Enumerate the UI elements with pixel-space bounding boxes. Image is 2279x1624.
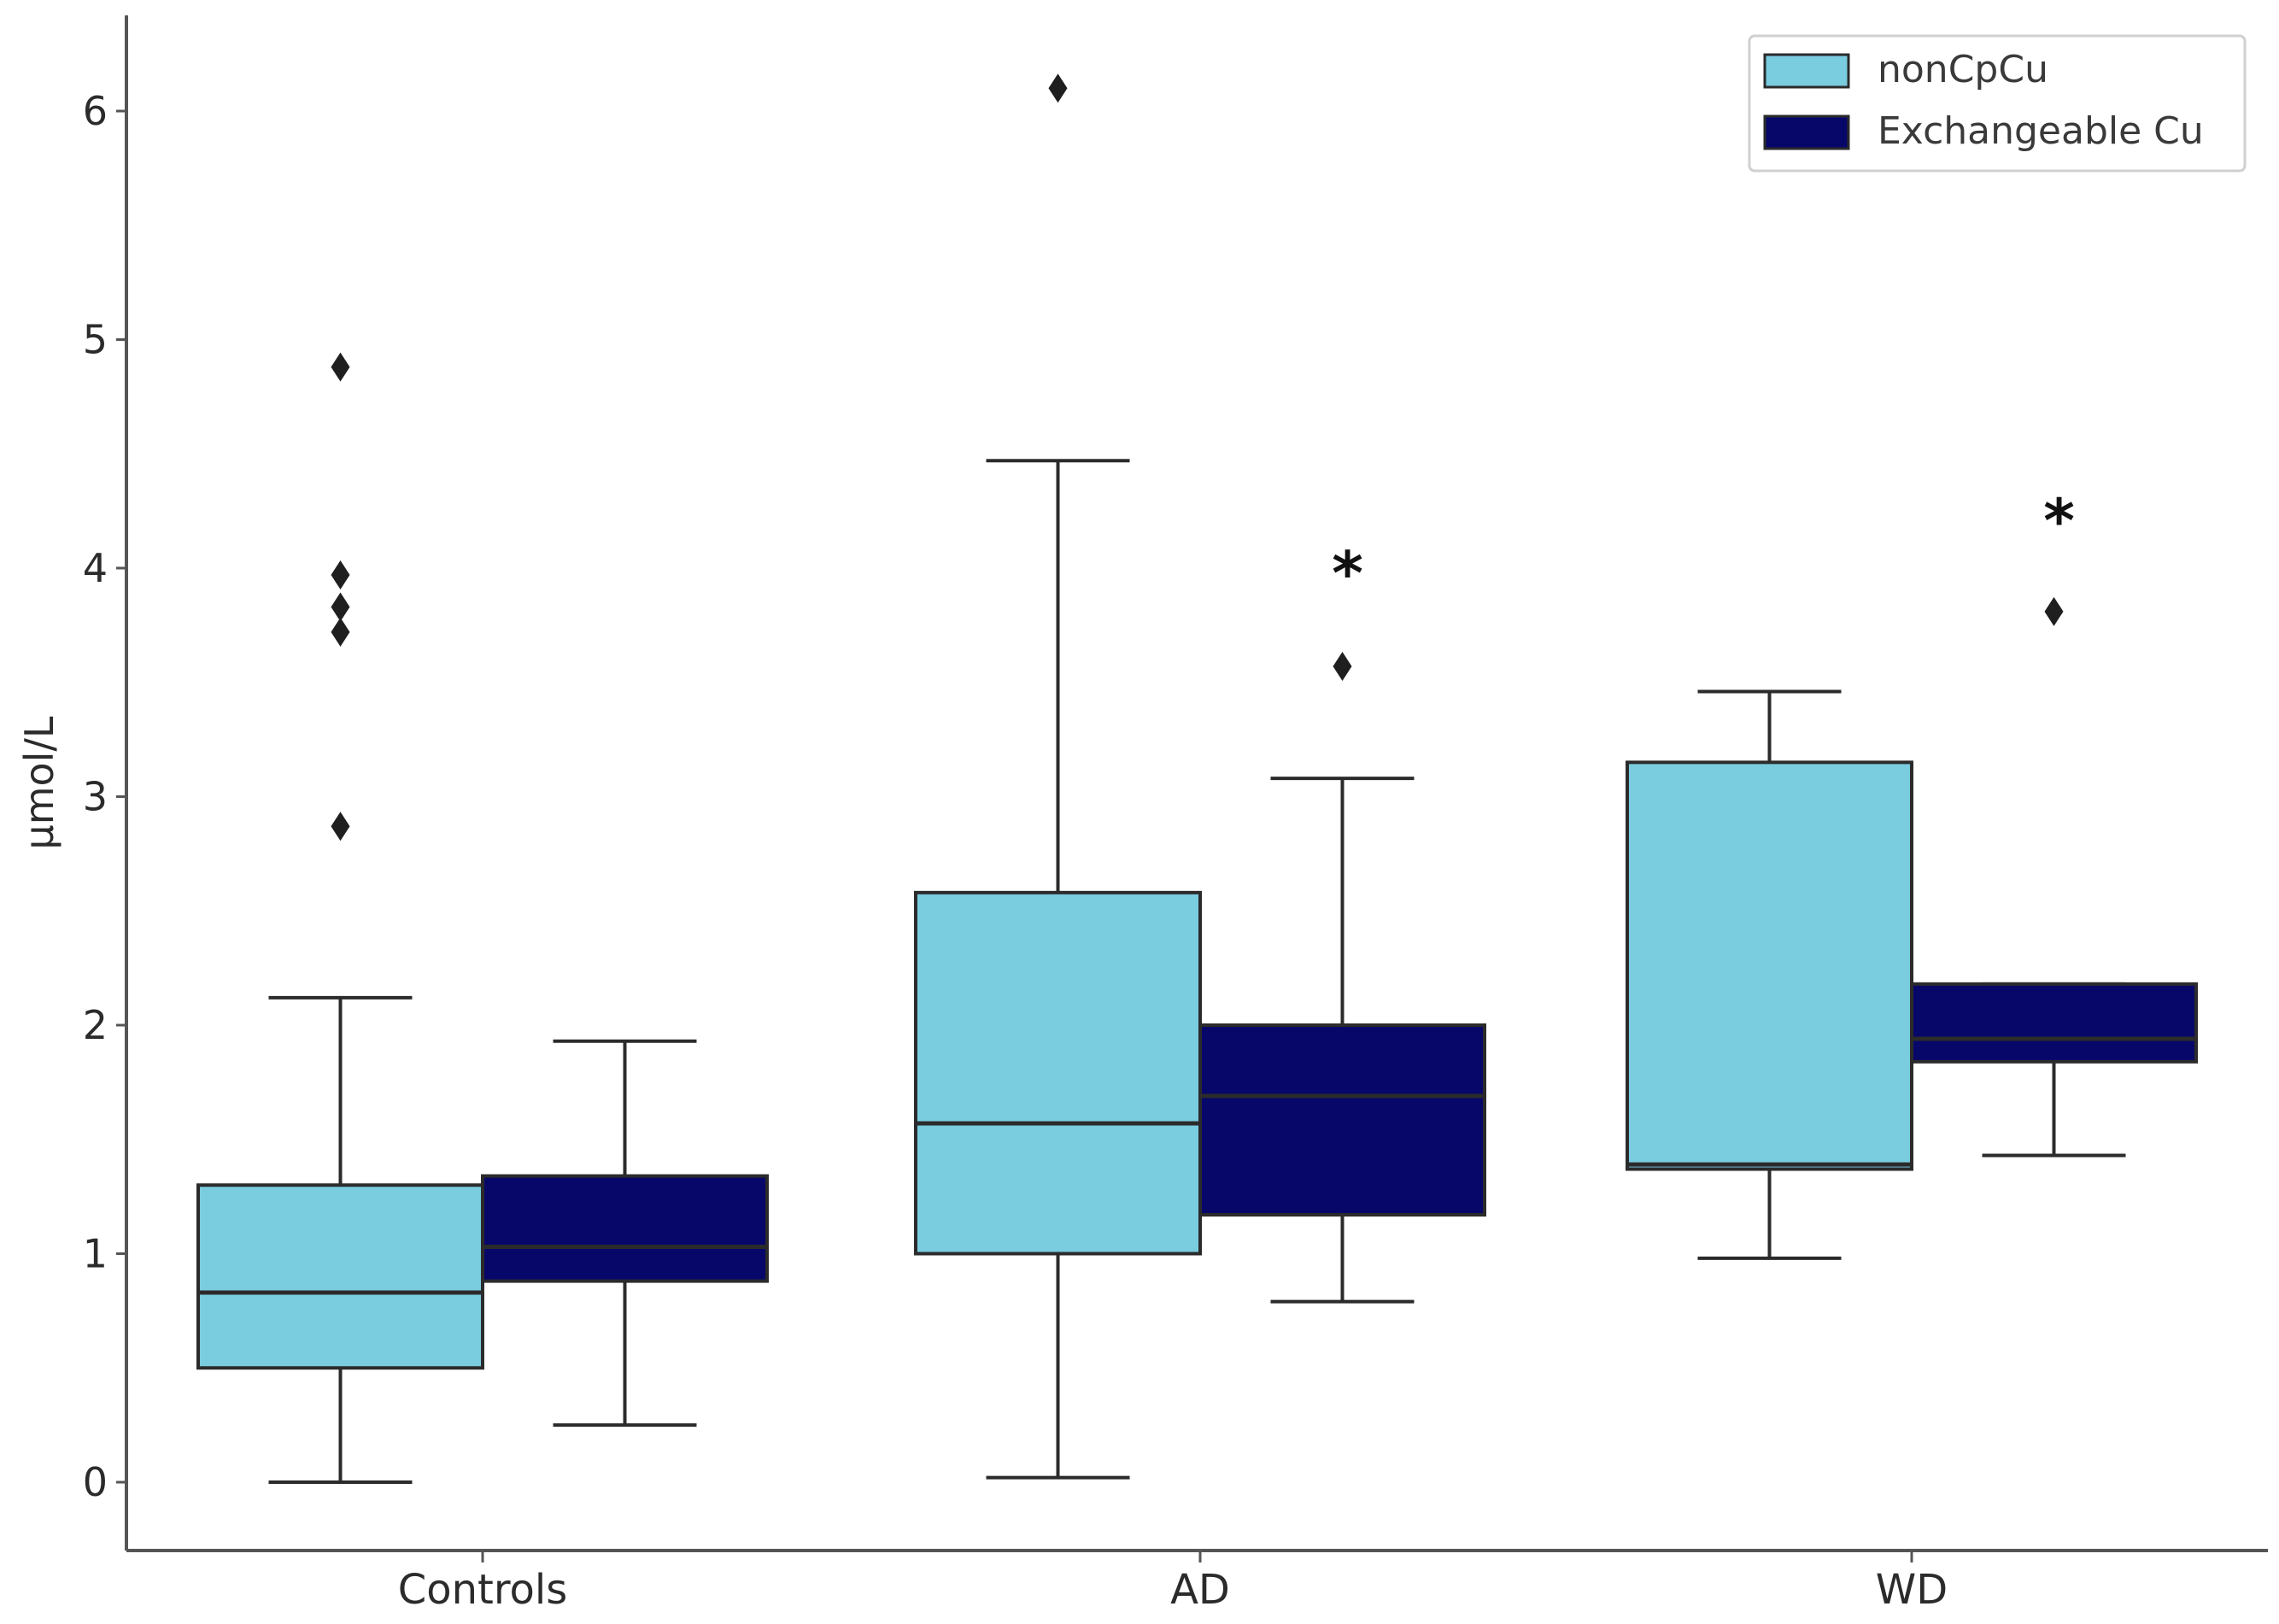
box-body xyxy=(1198,1023,1486,1217)
legend-label: Exchangeable Cu xyxy=(1878,109,2204,153)
box-body xyxy=(196,1183,484,1370)
box-body xyxy=(481,1174,769,1283)
box-series xyxy=(196,73,2198,1484)
significance-asterisk: * xyxy=(1332,539,1363,609)
outlier-point xyxy=(2044,596,2064,626)
legend-swatch xyxy=(1763,53,1850,89)
y-tick-label: 6 xyxy=(83,88,108,134)
x-tick-label: WD xyxy=(1876,1566,1948,1614)
box-exchangeable-cu-controls xyxy=(481,1039,769,1428)
y-tick-label: 4 xyxy=(83,545,108,591)
outlier-point xyxy=(1048,73,1068,103)
legend: nonCpCu Exchangeable Cu xyxy=(1748,34,2247,173)
outlier-point xyxy=(331,617,350,647)
significance-asterisk: * xyxy=(2043,486,2075,556)
outlier-point xyxy=(331,560,350,590)
box-exchangeable-cu-ad xyxy=(1198,652,1486,1304)
box-noncpcu-controls xyxy=(196,352,484,1484)
x-tick-label: AD xyxy=(1170,1566,1230,1614)
outlier-point xyxy=(331,352,350,382)
axes: 0 1 2 3 4 5 6 µmol/L Controls AD WD xyxy=(16,15,2268,1614)
outlier-point xyxy=(331,592,350,622)
y-axis-label: µmol/L xyxy=(16,716,62,849)
y-tick-label: 5 xyxy=(83,317,108,363)
legend-label: nonCpCu xyxy=(1878,48,2048,91)
legend-swatch xyxy=(1763,114,1850,150)
outlier-point xyxy=(331,812,350,841)
y-tick-label: 0 xyxy=(83,1459,108,1505)
box-exchangeable-cu-wd xyxy=(1910,596,2198,1158)
box-body xyxy=(914,890,1202,1256)
legend-frame xyxy=(1748,34,2247,173)
box-noncpcu-ad xyxy=(914,73,1202,1480)
x-tick-label: Controls xyxy=(398,1566,568,1614)
box-body xyxy=(1910,982,2198,1064)
y-tick-label: 1 xyxy=(83,1231,108,1277)
box-body xyxy=(1626,760,1913,1171)
y-tick-label: 2 xyxy=(83,1002,108,1048)
outlier-point xyxy=(1333,652,1352,682)
y-tick-label: 3 xyxy=(83,774,108,820)
annotations: ** xyxy=(1332,486,2075,609)
box-noncpcu-wd xyxy=(1626,689,1913,1260)
